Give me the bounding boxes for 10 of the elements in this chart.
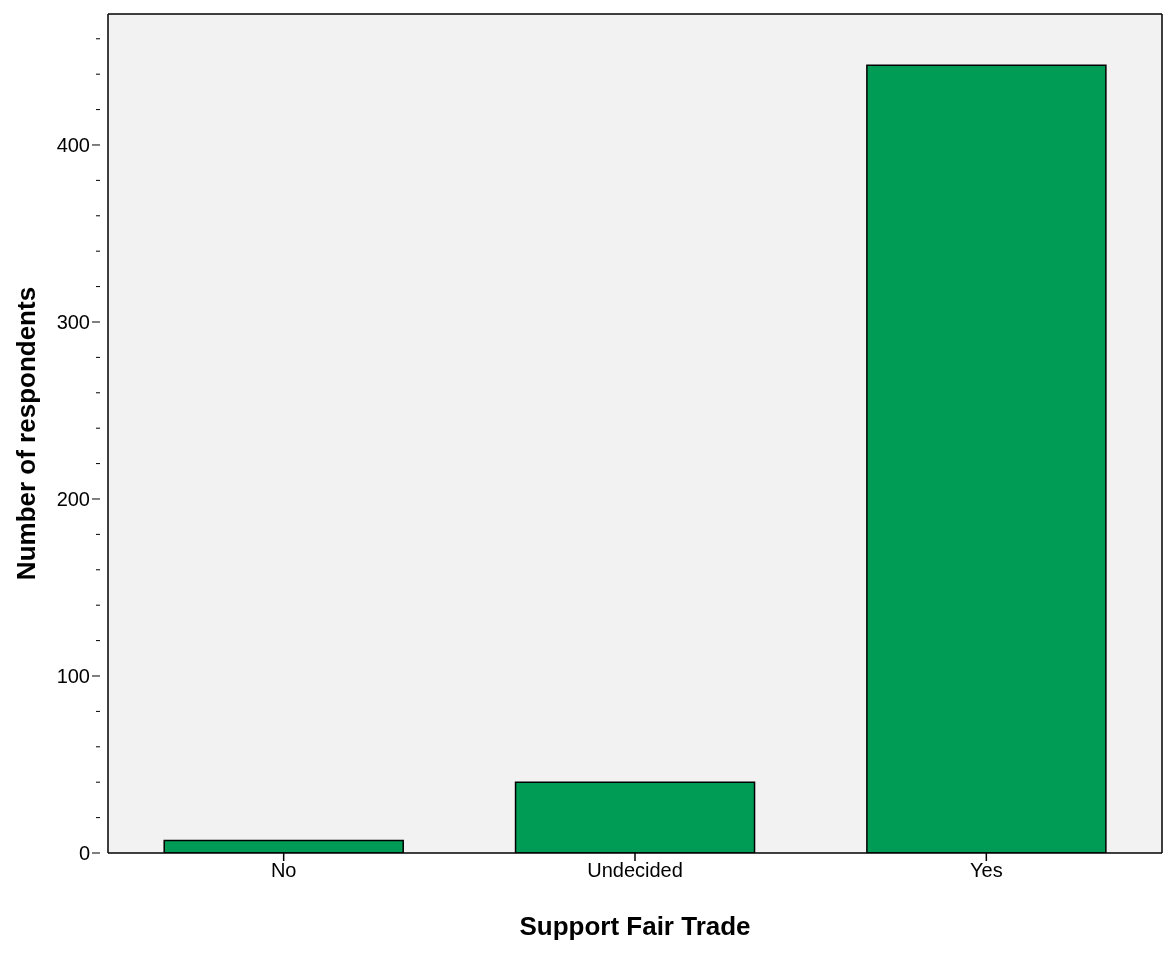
y-tick-label: 400 — [56, 133, 90, 156]
y-tick-label: 0 — [78, 842, 90, 864]
x-tick-label: Undecided — [587, 859, 683, 882]
x-tick-label: Yes — [970, 859, 1003, 882]
y-tick-label: 100 — [56, 665, 90, 687]
x-axis-title: Support Fair Trade — [519, 911, 751, 941]
x-tick-label: No — [270, 859, 297, 882]
y-tick-label: 300 — [56, 310, 90, 333]
y-tick-label: 200 — [56, 487, 90, 510]
y-axis-title: Number of respondents — [11, 286, 42, 581]
